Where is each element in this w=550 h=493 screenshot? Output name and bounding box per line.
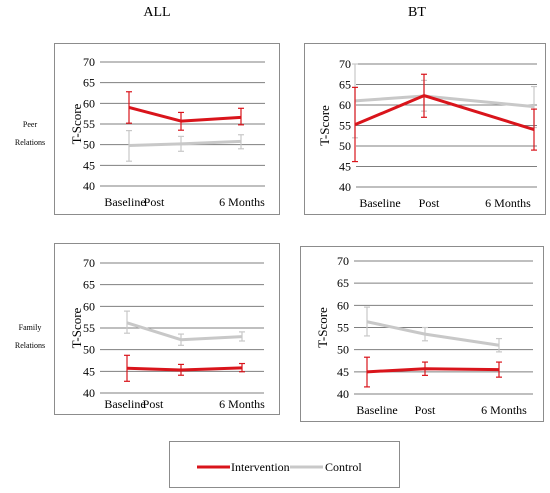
legend-label-intervention: Intervention xyxy=(231,460,290,474)
y-tick-label: 60 xyxy=(337,298,349,312)
chart-family-bt: 40 45 50 55 60 65 70 T-Score Baseline Post 6 Month… xyxy=(315,254,533,417)
y-axis-label: T-Score xyxy=(317,105,332,146)
y-tick-label: 70 xyxy=(339,57,351,71)
x-tick-label: Baseline xyxy=(104,195,145,209)
y-tick-label: 60 xyxy=(83,299,95,313)
y-tick-label: 65 xyxy=(339,78,351,92)
y-tick-label: 55 xyxy=(337,321,349,335)
column-title-all: ALL xyxy=(143,5,171,20)
y-tick-label: 40 xyxy=(339,180,351,194)
y-tick-label: 50 xyxy=(83,343,95,357)
row-label-line: Family xyxy=(18,323,42,332)
y-tick-label: 60 xyxy=(339,98,351,112)
y-tick-label: 65 xyxy=(83,278,95,292)
y-tick-label: 70 xyxy=(83,55,95,69)
series-line-intervention xyxy=(128,106,242,123)
x-tick-label: Baseline xyxy=(104,397,145,411)
y-tick-label: 45 xyxy=(83,364,95,378)
x-tick-label: Post xyxy=(144,195,165,209)
chart-panel-peer-bt: 40 45 50 55 60 65 70 T-Score Baseline Post 6 Month… xyxy=(304,43,546,215)
y-tick-label: 45 xyxy=(337,365,349,379)
row-label-peer-relations: Peer Relations xyxy=(0,120,60,147)
y-tick-label: 70 xyxy=(337,254,349,268)
y-axis-label: T-Score xyxy=(315,307,330,348)
x-tick-label: Baseline xyxy=(359,196,400,210)
chart-panel-peer-all: 40 45 50 55 60 65 70 T-Score Baseline Post 6 Month… xyxy=(54,43,280,215)
series-line-intervention xyxy=(126,366,243,372)
x-tick-label: Post xyxy=(143,397,164,411)
y-tick-label: 70 xyxy=(83,256,95,270)
row-label-line: Peer xyxy=(22,120,38,129)
x-tick-label: Post xyxy=(419,196,440,210)
series-line-control xyxy=(128,139,242,147)
y-tick-label: 45 xyxy=(339,160,351,174)
x-tick-label: 6 Months xyxy=(481,403,527,417)
y-tick-label: 50 xyxy=(339,139,351,153)
series-line-intervention xyxy=(354,94,535,132)
chart-peer-bt: 40 45 50 55 60 65 70 T-Score Baseline Post 6 Month… xyxy=(317,57,537,210)
chart-panel-family-all: 40 45 50 55 60 65 70 T-Score Baseline Post 6 Month… xyxy=(54,243,280,415)
y-tick-label: 55 xyxy=(83,117,95,131)
x-tick-label: 6 Months xyxy=(219,397,265,411)
y-tick-label: 55 xyxy=(339,119,351,133)
series-line-control xyxy=(126,321,243,342)
y-axis-label: T-Score xyxy=(69,307,84,348)
y-tick-label: 65 xyxy=(83,76,95,90)
y-tick-label: 50 xyxy=(337,343,349,357)
y-axis-label: T-Score xyxy=(69,103,84,144)
chart-panel-family-bt: 40 45 50 55 60 65 70 T-Score Baseline Post 6 Month… xyxy=(300,246,544,422)
y-tick-label: 60 xyxy=(83,96,95,110)
row-label-line: Relations xyxy=(14,137,46,147)
y-tick-label: 65 xyxy=(337,276,349,290)
y-tick-label: 50 xyxy=(83,138,95,152)
row-label-family-relations: Family Relations xyxy=(0,323,60,350)
y-tick-label: 45 xyxy=(83,158,95,172)
legend-label-control: Control xyxy=(325,460,362,474)
series-line-control xyxy=(366,320,500,347)
legend: Intervention Control xyxy=(169,441,400,488)
series-line-intervention xyxy=(366,367,500,374)
y-tick-label: 40 xyxy=(83,386,95,400)
y-tick-label: 40 xyxy=(337,387,349,401)
x-tick-label: Post xyxy=(415,403,436,417)
legend-swatches xyxy=(197,465,323,469)
x-tick-label: 6 Months xyxy=(219,195,265,209)
x-tick-label: 6 Months xyxy=(485,196,531,210)
y-tick-label: 55 xyxy=(83,321,95,335)
column-title-bt: BT xyxy=(408,5,426,20)
x-tick-label: Baseline xyxy=(356,403,397,417)
y-tick-label: 40 xyxy=(83,179,95,193)
row-label-line: Relations xyxy=(14,340,46,350)
